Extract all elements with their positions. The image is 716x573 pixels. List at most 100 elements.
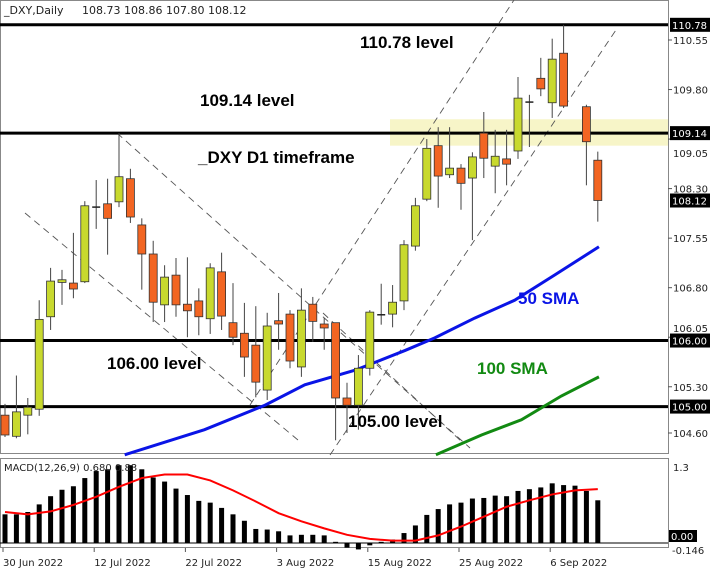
macd-bar bbox=[321, 535, 327, 543]
x-tick-label: 3 Aug 2022 bbox=[277, 558, 335, 569]
macd-bar bbox=[355, 543, 361, 550]
macd-bar bbox=[504, 496, 510, 543]
header-symbol: _DXY,Daily bbox=[3, 4, 64, 17]
candle-bear bbox=[285, 313, 295, 362]
macd-bar bbox=[150, 477, 156, 543]
candle-bear bbox=[171, 274, 181, 306]
candle-bear bbox=[308, 303, 318, 322]
candle-bear bbox=[217, 271, 227, 317]
header-ohlc: 108.73 108.86 107.80 108.12 bbox=[82, 4, 246, 17]
macd-bar bbox=[378, 541, 384, 543]
macd-bar bbox=[287, 535, 293, 543]
macd-signal-line bbox=[4, 473, 598, 542]
macd-bar bbox=[583, 490, 589, 543]
candle-bear bbox=[137, 224, 147, 255]
candle-bear bbox=[0, 414, 10, 436]
price-label: 110.78 bbox=[672, 21, 707, 32]
macd-y-label: 1.3 bbox=[673, 463, 689, 474]
macd-title: MACD(12,26,9) 0.680 0.83 bbox=[4, 463, 137, 474]
candle-bull bbox=[262, 325, 272, 391]
candle-bear bbox=[126, 178, 135, 218]
macd-bar bbox=[344, 543, 350, 548]
macd-bar bbox=[367, 543, 373, 546]
macd-bar bbox=[515, 490, 521, 543]
macd-bar bbox=[458, 502, 464, 543]
price-label-box bbox=[670, 399, 710, 414]
price-label: 109.14 bbox=[672, 129, 707, 140]
macd-bar bbox=[116, 465, 122, 543]
x-tick-label: 6 Sep 2022 bbox=[550, 558, 607, 569]
y-tick-label: 108.30 bbox=[673, 185, 708, 196]
price-label-box bbox=[670, 193, 710, 208]
candle-bull bbox=[34, 318, 44, 410]
x-tick-label: 15 Aug 2022 bbox=[368, 558, 432, 569]
macd-bar bbox=[36, 504, 42, 543]
candle-bull bbox=[114, 176, 124, 203]
macd-bar bbox=[105, 469, 111, 543]
candle-bear bbox=[479, 132, 489, 159]
macd-bar bbox=[219, 507, 225, 543]
candle-bear bbox=[559, 52, 568, 107]
candle-bear bbox=[456, 167, 466, 184]
candle-bull bbox=[410, 205, 420, 247]
sma100-line bbox=[435, 375, 600, 457]
macd-bar bbox=[549, 483, 555, 543]
candle-bear bbox=[582, 106, 591, 143]
candle-bear bbox=[536, 77, 546, 90]
price-label: 105.00 bbox=[672, 403, 707, 414]
annotation-text: 106.00 level bbox=[107, 354, 202, 373]
macd-bar bbox=[59, 489, 65, 543]
y-tick-label: 109.05 bbox=[673, 149, 708, 160]
price-label-box bbox=[670, 126, 710, 141]
macd-bar bbox=[25, 511, 31, 543]
y-tick-label: 110.55 bbox=[673, 36, 708, 47]
dashed-trendline bbox=[249, 0, 515, 406]
candle-bear bbox=[342, 397, 352, 406]
annotation-text: _DXY D1 timeframe bbox=[197, 148, 355, 167]
macd-bar bbox=[264, 529, 270, 543]
macd-bar bbox=[595, 500, 601, 543]
macd-bar bbox=[139, 469, 145, 543]
candle-bear bbox=[251, 344, 261, 383]
macd-bar bbox=[526, 489, 532, 543]
macd-bar bbox=[241, 520, 247, 543]
dashed-trendline bbox=[116, 132, 471, 449]
macd-bar bbox=[253, 528, 259, 543]
candle-bear bbox=[194, 300, 204, 318]
macd-bar bbox=[13, 514, 19, 543]
candle-bear bbox=[228, 322, 238, 338]
candle-bear bbox=[148, 253, 158, 303]
y-tick-label: 107.55 bbox=[673, 234, 708, 245]
macd-bar bbox=[401, 533, 407, 543]
macd-bar bbox=[184, 495, 190, 543]
macd-bar bbox=[481, 497, 487, 543]
candle-bull bbox=[57, 279, 67, 283]
macd-bar bbox=[127, 465, 133, 543]
candle-bull bbox=[205, 267, 215, 320]
macd-y-label: 0.00 bbox=[671, 532, 693, 543]
macd-bar bbox=[2, 514, 8, 543]
macd-bar bbox=[572, 485, 578, 543]
x-tick-label: 25 Aug 2022 bbox=[459, 558, 523, 569]
annotation-text: 110.78 level bbox=[360, 33, 454, 52]
x-tick-label: 22 Jul 2022 bbox=[185, 558, 242, 569]
macd-bar bbox=[447, 504, 453, 543]
macd-bar bbox=[492, 495, 498, 543]
macd-bar bbox=[48, 496, 54, 543]
candle-bull bbox=[296, 309, 306, 368]
macd-bar bbox=[333, 541, 339, 543]
candle-bull bbox=[353, 367, 363, 406]
y-tick-label: 105.30 bbox=[673, 383, 708, 394]
candle-bear bbox=[239, 332, 249, 358]
candle-bull bbox=[467, 156, 477, 179]
candle-bull bbox=[388, 301, 398, 315]
price-label-box bbox=[670, 17, 710, 32]
candle-bear bbox=[182, 303, 192, 312]
macd-bar bbox=[162, 481, 168, 543]
sma50-line bbox=[124, 245, 600, 457]
candle-bear bbox=[593, 159, 603, 201]
macd-bar bbox=[538, 487, 544, 543]
candle-bull bbox=[365, 311, 375, 369]
